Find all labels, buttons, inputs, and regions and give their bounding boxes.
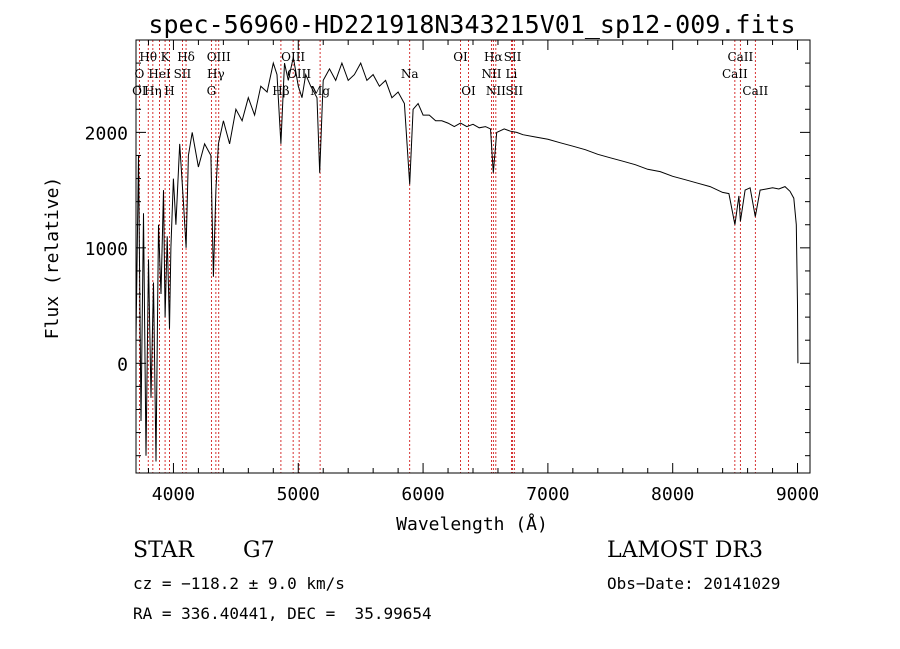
y-axis-label: Flux (relative) [42,177,63,340]
object-type: STAR [133,538,194,563]
observation-date: Obs−Date: 20141029 [607,574,781,593]
line-marker-label: CaII [742,84,768,98]
line-marker-label: H [164,84,174,98]
line-marker-label: OI [132,84,147,98]
object-subclass: G7 [243,538,275,563]
axis-ticks: 4000 5000 6000 7000 8000 9000 0 1000 2000 [85,40,819,505]
line-marker-label: Li [506,67,518,81]
ra-dec: RA = 336.40441, DEC = 35.99654 [133,604,432,623]
redshift-cz: cz = −118.2 ± 9.0 km/s [133,574,345,593]
line-marker-label: OI [453,50,468,64]
line-marker-group [138,40,756,473]
y-tick-label: 2000 [85,123,128,144]
chart-title: spec-56960-HD221918N343215V01_sp12-009.f… [148,10,795,39]
line-marker-label: NII [486,84,506,98]
line-marker-label: K [161,50,171,64]
x-tick-label: 5000 [277,484,320,505]
line-marker-label: OI [461,84,476,98]
spectrum-chart: spec-56960-HD221918N343215V01_sp12-009.f… [42,10,819,535]
line-marker-label: Hβ [272,84,289,98]
line-marker-label: CaII [727,50,753,64]
line-marker-label: SII [174,67,192,81]
line-marker-label: Na [401,67,419,81]
x-tick-label: 4000 [152,484,195,505]
line-marker-label: HeI [148,67,171,81]
y-tick-label: 1000 [85,239,128,260]
line-marker-label: Hθ [139,50,157,64]
line-marker-label: SII [505,84,523,98]
line-marker-label: Hγ [207,67,225,81]
line-marker-label: SII [504,50,522,64]
survey-name: LAMOST DR3 [607,538,763,563]
line-marker-label: Hδ [177,50,195,64]
x-axis-label: Wavelength (Å) [396,513,548,535]
spectrum-line [135,57,799,462]
line-marker-label: G [207,84,217,98]
line-marker-label: Hα [484,50,503,64]
line-marker-label: Mg [310,84,330,98]
x-tick-label: 7000 [526,484,569,505]
line-marker-label: NII [481,67,501,81]
line-marker-label: OIII [207,50,231,64]
x-tick-label: 6000 [401,484,444,505]
line-marker-label: CaII [722,67,748,81]
line-marker-label: Hη [144,84,162,98]
line-marker-label: OIII [287,67,311,81]
plot-frame [135,39,811,474]
line-marker-label: O [134,67,144,81]
y-tick-label: 0 [117,354,128,375]
x-tick-label: 8000 [651,484,694,505]
line-marker-label: OIII [281,50,305,64]
x-tick-label: 9000 [776,484,819,505]
